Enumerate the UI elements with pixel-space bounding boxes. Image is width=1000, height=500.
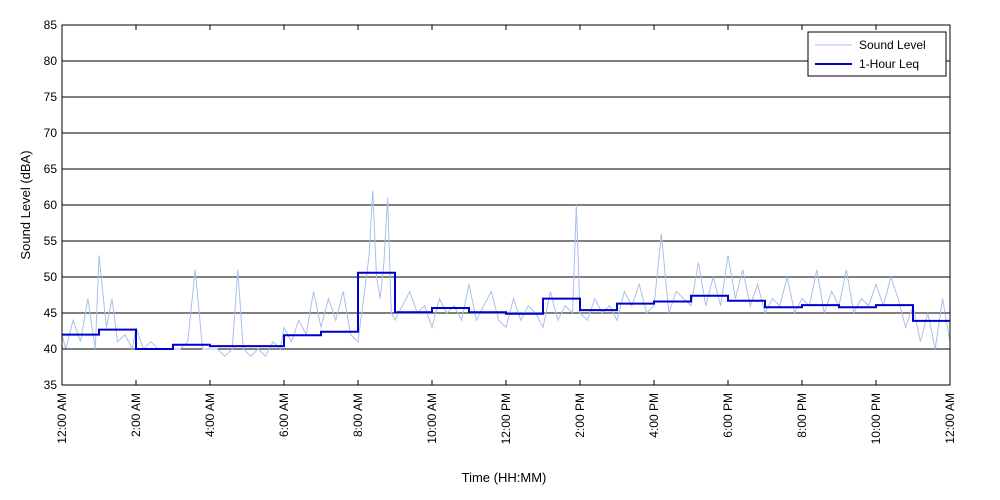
y-axis-ticks: 35 40 45 50 55 60 65 70 75 80 85 <box>44 18 950 392</box>
x-tick-label-1: 2:00 AM <box>129 393 143 437</box>
y-tick-label-55: 55 <box>44 234 58 248</box>
x-axis-label: Time (HH:MM) <box>462 470 547 485</box>
x-tick-label-2: 4:00 AM <box>203 393 217 437</box>
legend: Sound Level 1-Hour Leq <box>807 31 947 77</box>
x-tick-label-7: 2:00 PM <box>573 393 587 438</box>
y-tick-label-45: 45 <box>44 306 58 320</box>
sound-level-line <box>61 190 951 358</box>
legend-label-1-hour-leq: 1-Hour Leq <box>859 57 919 71</box>
leq-series <box>62 271 950 350</box>
y-tick-label-85: 85 <box>44 18 58 32</box>
y-axis-label: Sound Level (dBA) <box>18 150 33 259</box>
y-tick-label-65: 65 <box>44 162 58 176</box>
legend-box <box>807 31 947 77</box>
x-tick-label-10: 8:00 PM <box>795 393 809 438</box>
x-tick-label-4: 8:00 AM <box>351 393 365 437</box>
y-tick-label-35: 35 <box>44 378 58 392</box>
x-axis-ticks: 12:00 AM 2:00 AM 4:00 AM 6:00 AM 8:00 AM 10:0… <box>55 25 957 444</box>
y-tick-label-50: 50 <box>44 270 58 284</box>
x-tick-label-6: 12:00 PM <box>499 393 513 444</box>
legend-label-sound-level: Sound Level <box>859 38 926 52</box>
x-tick-label-8: 4:00 PM <box>647 393 661 438</box>
y-tick-label-80: 80 <box>44 54 58 68</box>
y-tick-label-70: 70 <box>44 126 58 140</box>
x-tick-label-11: 10:00 PM <box>869 393 883 444</box>
y-tick-label-60: 60 <box>44 198 58 212</box>
sound-level-series <box>61 190 951 358</box>
x-tick-label-5: 10:00 AM <box>425 393 439 444</box>
y-tick-label-40: 40 <box>44 342 58 356</box>
y-tick-label-75: 75 <box>44 90 58 104</box>
x-tick-label-3: 6:00 AM <box>277 393 291 437</box>
leq-step-line <box>62 271 950 350</box>
x-tick-label-9: 6:00 PM <box>721 393 735 438</box>
x-tick-label-0: 12:00 AM <box>55 393 69 444</box>
x-tick-label-12: 12:00 AM <box>943 393 957 444</box>
